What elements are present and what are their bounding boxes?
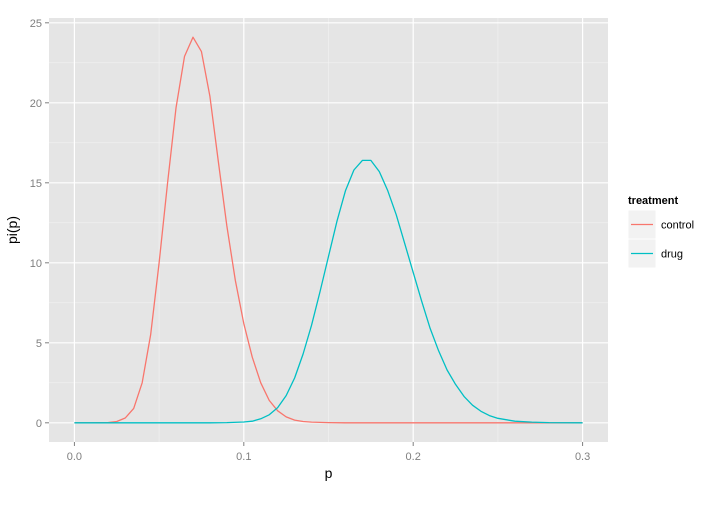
y-axis: 0 5 10 15 20 25 [30,18,49,430]
series-line-drug [74,159,583,424]
y-axis-title: pi(p) [4,216,20,244]
y-tick-label: 0 [36,418,42,430]
x-axis: 0.0 0.1 0.2 0.3 [67,442,590,463]
x-tick-label: 0.1 [236,451,251,463]
x-tick-label: 0.2 [406,451,421,463]
x-axis-title: p [325,465,333,481]
x-tick-label: 0.0 [67,451,82,463]
legend-title: treatment [628,195,678,207]
y-tick-label: 25 [30,18,42,30]
series-layer [74,36,583,424]
y-tick-label: 10 [30,258,42,270]
legend-keys: control drug [627,209,694,269]
legend-label-drug: drug [661,249,683,261]
legend: treatment control drug [627,195,694,269]
x-tick-label: 0.3 [575,451,590,463]
y-tick-label: 5 [36,338,42,350]
y-tick-label: 15 [30,178,42,190]
legend-label-control: control [661,220,694,232]
series-line-control [74,36,583,424]
y-tick-label: 20 [30,98,42,110]
grid-major [49,18,608,442]
